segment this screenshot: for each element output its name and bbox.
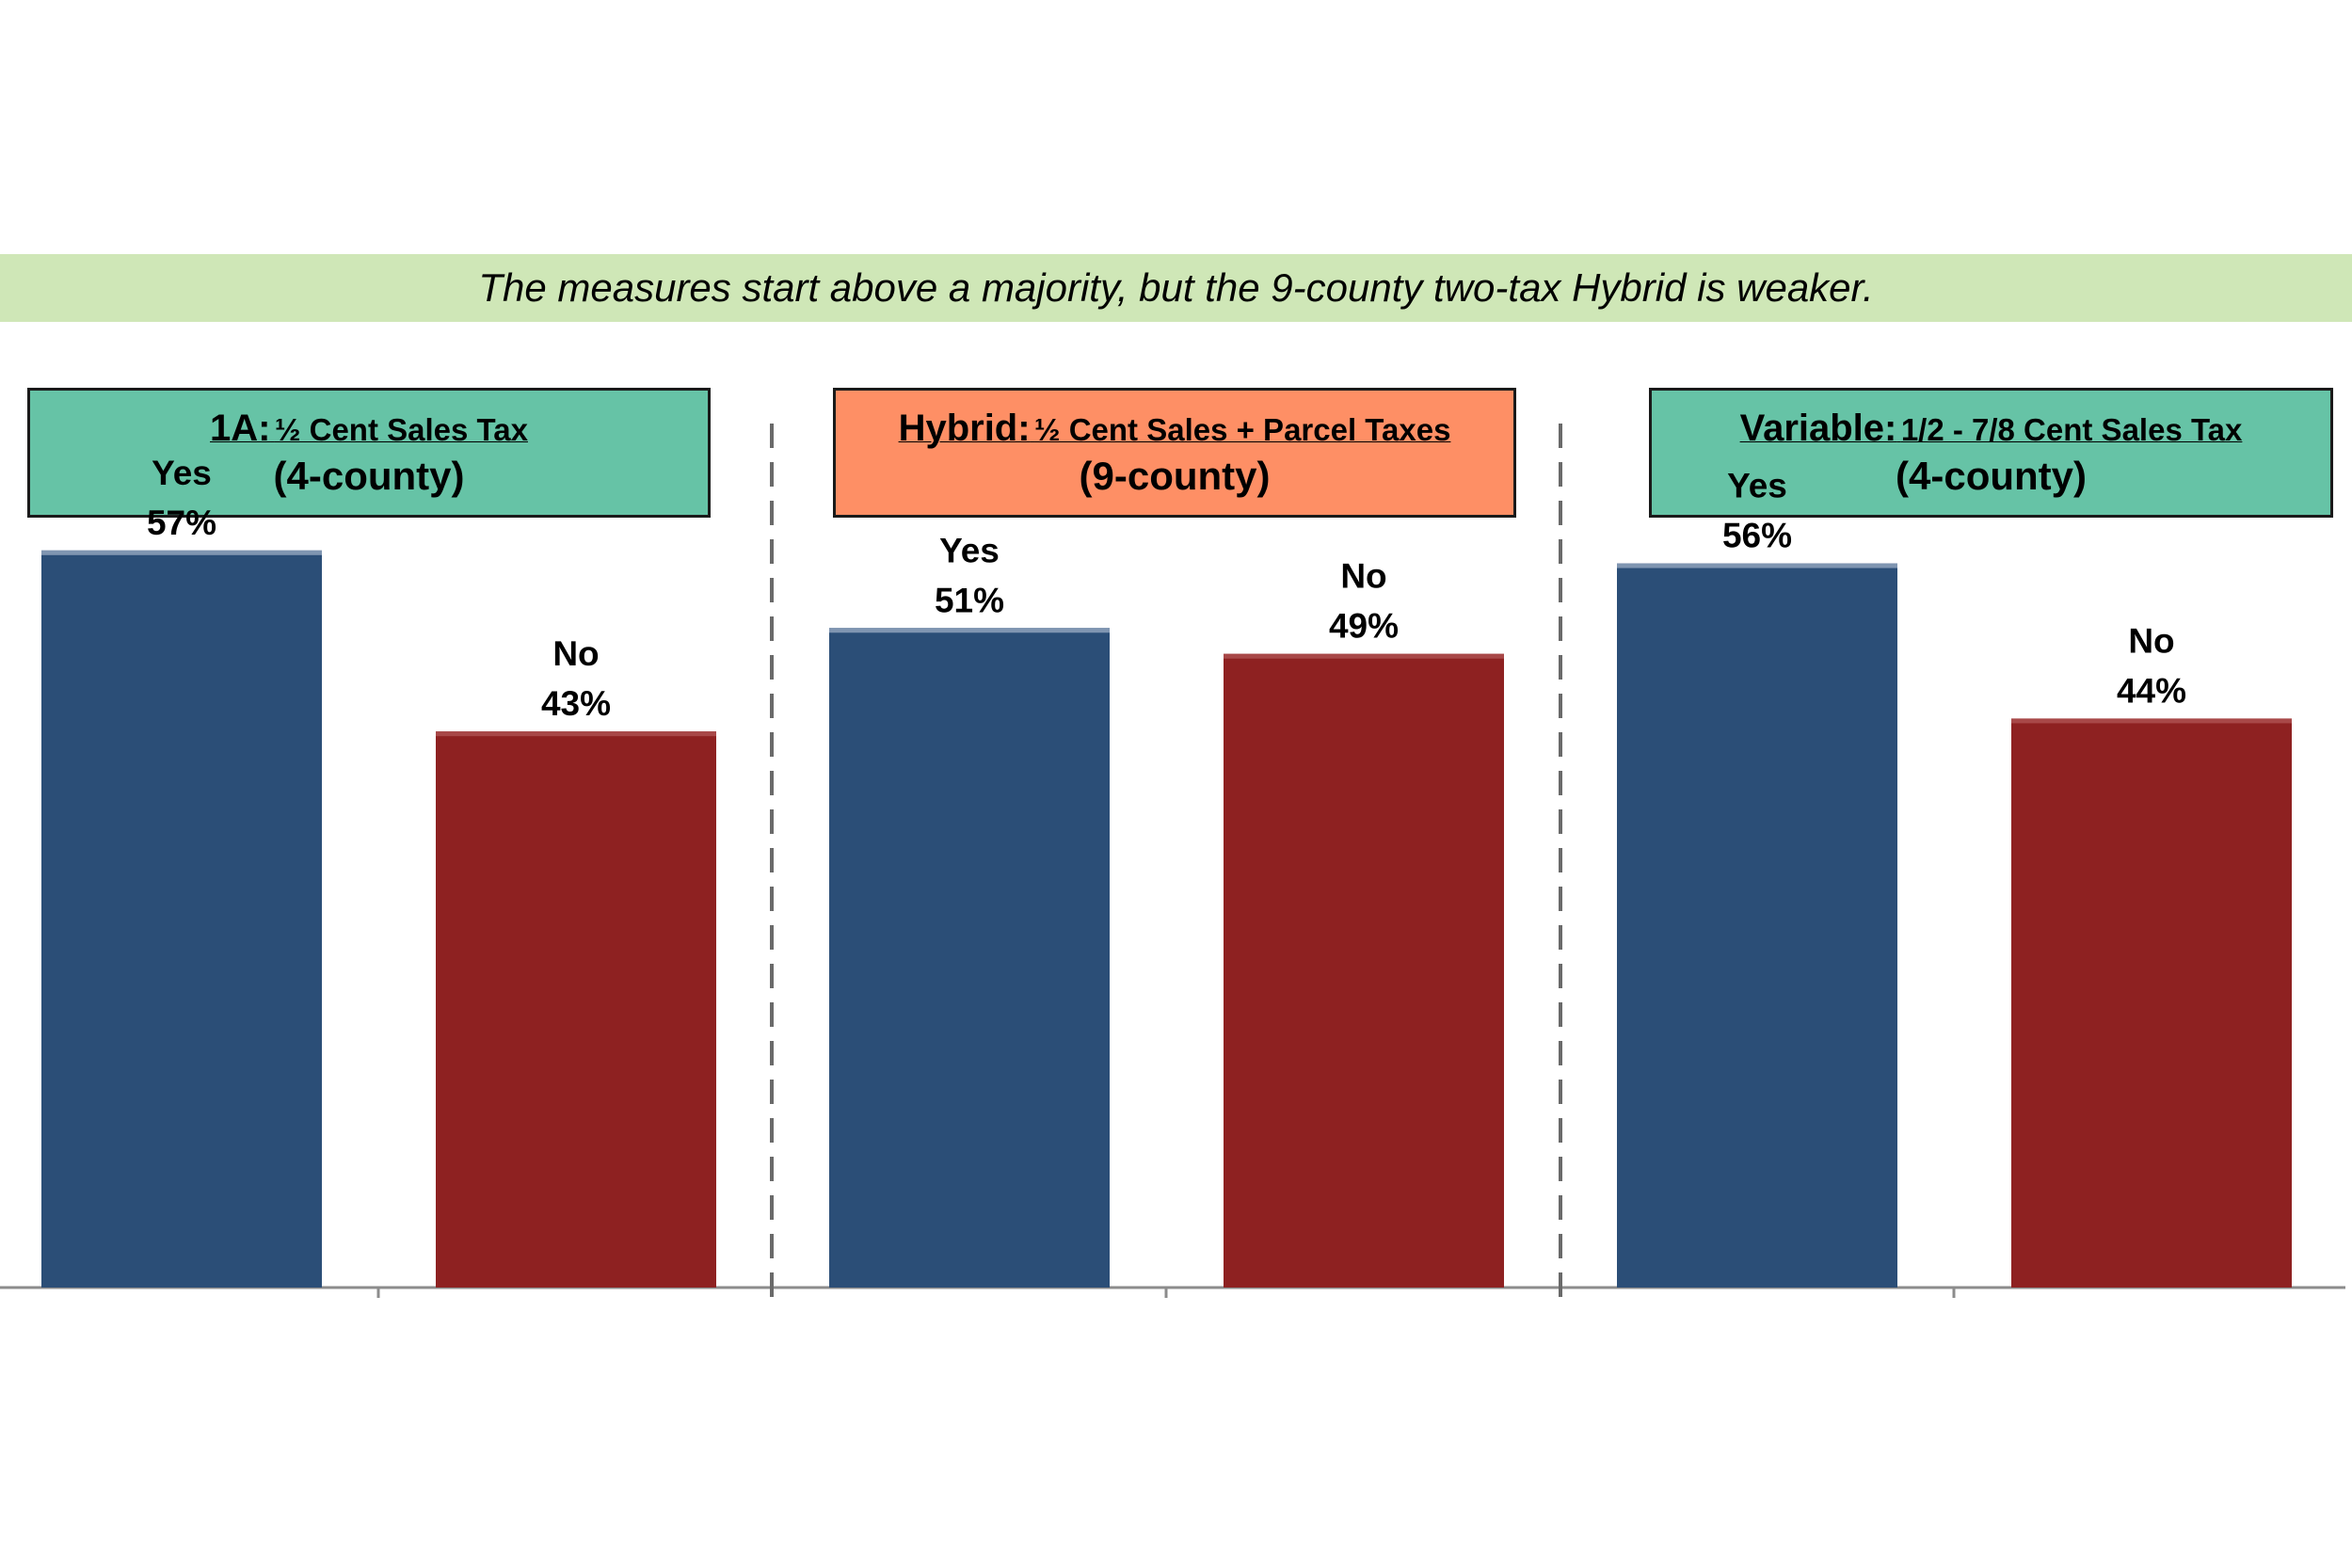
panel-title-main: Hybrid: (898, 407, 1031, 449)
panel-title-main: 1A: (210, 407, 271, 449)
bar-category-label: No (552, 634, 599, 673)
bar-category-label: No (1340, 557, 1386, 596)
no-bar-hybrid (1224, 653, 1504, 1288)
bar-category-label: Yes (939, 531, 1000, 569)
bar-top-highlight (41, 550, 322, 555)
yes-bar-1a (41, 550, 322, 1288)
bar-category-label: Yes (152, 454, 212, 492)
panel-header-1a: 1A: ½ Cent Sales Tax (4-county) (27, 388, 711, 518)
no-bar-1a (436, 731, 716, 1288)
yes-bar-hybrid (829, 628, 1110, 1288)
bar-value-label: 57% (147, 504, 216, 542)
bar-top-highlight (1617, 563, 1897, 568)
bar-value-label: 51% (935, 581, 1004, 619)
bar-value-label: 49% (1329, 607, 1399, 646)
panel-header-variable: Variable: 1/2 - 7/8 Cent Sales Tax (4-co… (1649, 388, 2333, 518)
bar-category-label: Yes (1727, 467, 1787, 505)
bar-value-label: 43% (541, 684, 611, 723)
panel-title-sub: ½ Cent Sales Tax (274, 411, 528, 447)
summary-banner-text: The measures start above a majority, but… (478, 265, 1874, 310)
yes-bar-variable (1617, 563, 1897, 1288)
bar-top-highlight (829, 628, 1110, 633)
panel-title-sub: ½ Cent Sales + Parcel Taxes (1034, 411, 1451, 447)
bar-category-label: No (2128, 621, 2174, 660)
summary-banner: The measures start above a majority, but… (0, 254, 2352, 322)
bar-top-highlight (1224, 653, 1504, 659)
panel-title: Variable: 1/2 - 7/8 Cent Sales Tax (1740, 406, 2243, 452)
panel-subtitle: (4-county) (273, 453, 465, 498)
bar-value-label: 44% (2117, 671, 2186, 710)
panel-title: 1A: ½ Cent Sales Tax (210, 406, 528, 452)
bar-value-label: 56% (1722, 517, 1792, 555)
panel-subtitle: (9-county) (1079, 453, 1271, 498)
panel-header-hybrid: Hybrid: ½ Cent Sales + Parcel Taxes (9-c… (833, 388, 1516, 518)
panel-title-sub: 1/2 - 7/8 Cent Sales Tax (1900, 411, 2243, 447)
panel-subtitle: (4-county) (1896, 453, 2087, 498)
bar-top-highlight (436, 731, 716, 737)
bar-top-highlight (2011, 718, 2292, 724)
panel-title: Hybrid: ½ Cent Sales + Parcel Taxes (899, 406, 1451, 452)
panel-title-main: Variable: (1739, 407, 1897, 449)
no-bar-variable (2011, 718, 2292, 1288)
